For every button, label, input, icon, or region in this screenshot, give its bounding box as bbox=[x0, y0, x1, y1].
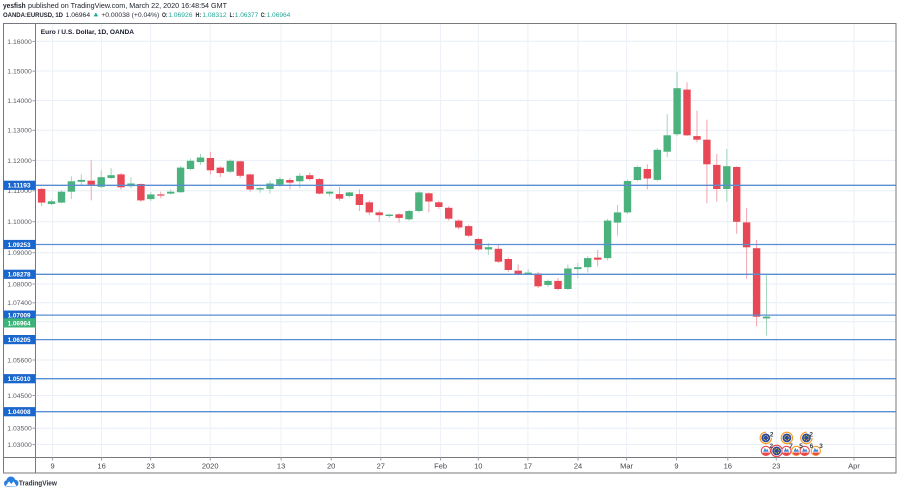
svg-text:1.06964: 1.06964 bbox=[8, 320, 31, 327]
svg-text:1.08312: 1.08312 bbox=[202, 12, 227, 19]
svg-text:Apr: Apr bbox=[848, 461, 860, 470]
svg-text:2: 2 bbox=[770, 443, 774, 450]
svg-text:C:: C: bbox=[261, 12, 266, 19]
svg-text:2: 2 bbox=[809, 431, 813, 438]
svg-text:3: 3 bbox=[819, 443, 823, 450]
svg-text:1.09000: 1.09000 bbox=[7, 250, 32, 257]
svg-text:24: 24 bbox=[574, 461, 582, 470]
svg-text:O:: O: bbox=[162, 12, 168, 19]
svg-text:1.09253: 1.09253 bbox=[8, 242, 31, 249]
svg-text:Feb: Feb bbox=[434, 461, 447, 470]
svg-text:1.06926: 1.06926 bbox=[168, 12, 193, 19]
svg-text:1.06377: 1.06377 bbox=[235, 12, 259, 19]
svg-text:1.03500: 1.03500 bbox=[7, 426, 32, 433]
svg-text:L:: L: bbox=[230, 12, 235, 19]
svg-text:1.12000: 1.12000 bbox=[7, 158, 32, 165]
svg-text:published on TradingView.com,: published on TradingView.com, March 22, … bbox=[28, 3, 228, 10]
svg-text:1.14000: 1.14000 bbox=[7, 98, 32, 105]
svg-text:+0.00038 (+0.04%): +0.00038 (+0.04%) bbox=[101, 12, 159, 19]
svg-text:1.03000: 1.03000 bbox=[7, 442, 32, 449]
svg-text:17: 17 bbox=[524, 461, 532, 470]
svg-text:13: 13 bbox=[277, 461, 285, 470]
svg-text:Mar: Mar bbox=[620, 461, 633, 470]
svg-text:27: 27 bbox=[377, 461, 385, 470]
svg-text:5: 5 bbox=[799, 443, 803, 450]
svg-text:2020: 2020 bbox=[202, 461, 219, 470]
svg-text:1.10000: 1.10000 bbox=[7, 219, 32, 226]
svg-text:1.13000: 1.13000 bbox=[7, 128, 32, 135]
svg-text:1.07009: 1.07009 bbox=[8, 313, 31, 320]
svg-text:1.05010: 1.05010 bbox=[8, 376, 31, 383]
svg-text:10: 10 bbox=[474, 461, 482, 470]
svg-text:1.08278: 1.08278 bbox=[8, 272, 31, 279]
svg-text:1.06205: 1.06205 bbox=[8, 337, 31, 344]
svg-text:OANDA:EURUSD, 1D: OANDA:EURUSD, 1D bbox=[3, 12, 63, 19]
svg-text:20: 20 bbox=[327, 461, 335, 470]
svg-text:1.15000: 1.15000 bbox=[7, 69, 32, 76]
svg-text:9: 9 bbox=[51, 461, 55, 470]
svg-text:23: 23 bbox=[772, 461, 780, 470]
svg-text:1.11193: 1.11193 bbox=[8, 183, 31, 190]
svg-text:1.07400: 1.07400 bbox=[7, 300, 32, 307]
svg-text:1.04500: 1.04500 bbox=[7, 393, 32, 400]
svg-text:1.04008: 1.04008 bbox=[8, 409, 31, 416]
svg-text:1.16000: 1.16000 bbox=[7, 39, 32, 46]
svg-text:16: 16 bbox=[724, 461, 732, 470]
svg-text:Euro / U.S. Dollar, 1D, OANDA: Euro / U.S. Dollar, 1D, OANDA bbox=[41, 29, 134, 36]
svg-text:1.06964: 1.06964 bbox=[66, 12, 91, 19]
svg-text:1.11000: 1.11000 bbox=[7, 188, 32, 195]
svg-text:16: 16 bbox=[97, 461, 105, 470]
svg-text:6: 6 bbox=[810, 443, 814, 450]
svg-text:yesfish: yesfish bbox=[3, 3, 26, 10]
svg-text:2: 2 bbox=[770, 431, 774, 438]
svg-text:7: 7 bbox=[789, 443, 793, 450]
svg-text:TradingView: TradingView bbox=[19, 478, 57, 487]
svg-text:9: 9 bbox=[674, 461, 678, 470]
svg-text:1.06964: 1.06964 bbox=[267, 12, 291, 19]
svg-text:23: 23 bbox=[146, 461, 154, 470]
svg-text:1.08000: 1.08000 bbox=[7, 281, 32, 288]
svg-text:1.05600: 1.05600 bbox=[7, 357, 32, 364]
svg-text:H:: H: bbox=[196, 12, 202, 19]
